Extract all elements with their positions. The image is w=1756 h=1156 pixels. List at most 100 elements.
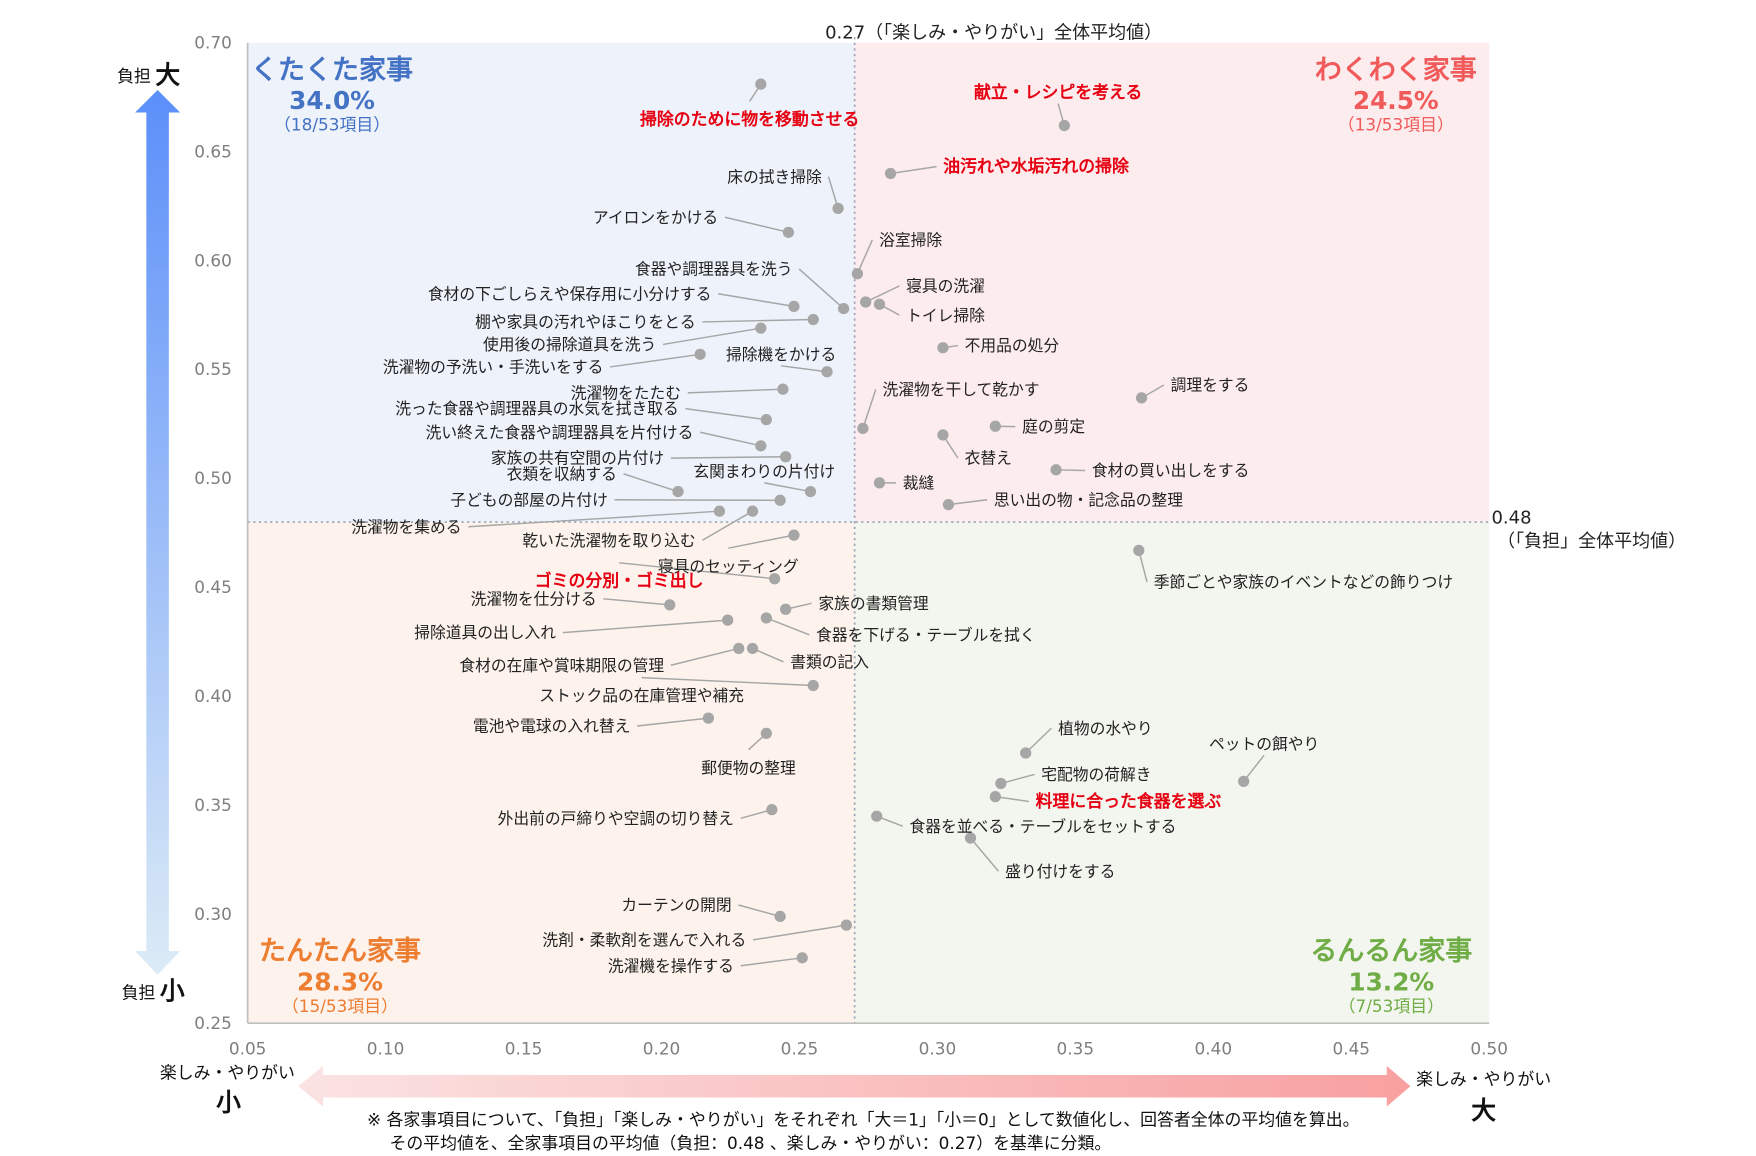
quadrant-kutakuta-name: くたくた家事 — [251, 54, 413, 86]
leader-line — [687, 388, 783, 394]
data-point[interactable] — [664, 599, 676, 611]
data-point[interactable] — [884, 167, 897, 180]
point-label: 食材の買い出しをする — [1092, 461, 1250, 480]
data-point[interactable] — [672, 485, 684, 498]
data-point[interactable] — [702, 712, 715, 724]
quadrant-backgrounds — [247, 42, 1490, 1024]
data-point[interactable] — [840, 919, 852, 931]
data-point[interactable] — [989, 420, 1001, 432]
data-point[interactable] — [796, 952, 808, 964]
data-point[interactable] — [768, 573, 781, 585]
data-point[interactable] — [774, 494, 786, 506]
point-label: 盛り付けをする — [1005, 862, 1115, 881]
footnote-line-1: ※ 各家事項目について、「負担」「楽しみ・やりがい」をそれぞれ「大＝1」「小＝0… — [367, 1110, 1360, 1130]
highlighted-point-label: 掃除のために物を移動させる — [640, 109, 859, 129]
data-point[interactable] — [760, 612, 772, 624]
leader-line — [562, 619, 728, 634]
data-point[interactable] — [807, 679, 819, 692]
point-label: 書類の記入 — [790, 652, 869, 671]
data-point[interactable] — [760, 414, 772, 426]
data-point[interactable] — [760, 727, 772, 740]
point-label: 寝具のセッティング — [658, 557, 799, 576]
point-label: 衣類を収納する — [507, 465, 617, 484]
data-point[interactable] — [937, 342, 949, 354]
leader-line — [718, 293, 795, 308]
data-point[interactable] — [788, 529, 800, 541]
leader-line — [670, 647, 739, 666]
point-label: 玄関まわりの片付け — [693, 462, 835, 481]
point-label: アイロンをかける — [593, 208, 718, 227]
data-point[interactable] — [821, 366, 833, 378]
data-point[interactable] — [860, 296, 872, 308]
data-point[interactable] — [804, 485, 817, 498]
data-point[interactable] — [873, 298, 886, 310]
point-label: 浴室掃除 — [879, 230, 942, 249]
x-axis-label-left: 楽しみ・やりがい — [160, 1062, 295, 1082]
data-point[interactable] — [1058, 119, 1070, 132]
data-point[interactable] — [871, 810, 883, 822]
point-label: 食器を並べる・テーブルをセットする — [910, 817, 1177, 836]
point-label: 季節ごとや家族のイベントなどの飾りつけ — [1154, 573, 1453, 592]
x-average-label: 0.27（「楽しみ・やりがい」全体平均値） — [825, 22, 1162, 43]
data-point[interactable] — [774, 910, 786, 923]
quadrant-wakuwaku-bg — [854, 42, 1490, 523]
y-tick-label: 0.65 — [194, 141, 232, 161]
point-label: 食材の在庫や賞味期限の管理 — [459, 656, 664, 675]
data-point[interactable] — [857, 422, 869, 435]
point-label: 庭の剪定 — [1022, 417, 1085, 436]
data-point[interactable] — [1238, 775, 1250, 787]
quadrant-tantan-name: たんたん家事 — [259, 935, 421, 967]
point-label: 使用後の掃除道具を洗う — [483, 335, 656, 354]
data-point[interactable] — [942, 499, 955, 511]
data-point[interactable] — [746, 642, 759, 655]
y-tick-label: 0.45 — [194, 577, 232, 597]
data-point[interactable] — [807, 313, 819, 326]
data-point[interactable] — [755, 78, 767, 90]
data-point[interactable] — [722, 614, 734, 626]
data-point[interactable] — [964, 832, 977, 844]
y-average-label: （「負担」全体平均値） — [1497, 531, 1686, 552]
quadrant-wakuwaku-percent: 24.5% — [1353, 86, 1439, 115]
data-point[interactable] — [837, 302, 850, 315]
data-point[interactable] — [766, 804, 778, 816]
point-label: 思い出の物・記念品の整理 — [994, 490, 1183, 509]
data-point[interactable] — [1020, 747, 1032, 759]
data-point[interactable] — [746, 505, 759, 517]
data-point[interactable] — [1050, 464, 1062, 476]
data-point[interactable] — [873, 477, 886, 489]
data-point[interactable] — [937, 429, 949, 441]
x-tick-label: 0.40 — [1195, 1039, 1233, 1059]
point-label: 家族の共有空間の片付け — [491, 449, 664, 468]
burden-arrow — [135, 90, 181, 975]
leader-line — [603, 598, 670, 606]
data-point[interactable] — [995, 777, 1007, 790]
leader-line — [764, 482, 811, 493]
leader-line — [699, 431, 761, 447]
data-point[interactable] — [1133, 544, 1145, 557]
data-point[interactable] — [780, 603, 792, 615]
data-point[interactable] — [694, 348, 706, 360]
point-label: 洗い終えた食器や調理器具を片付ける — [426, 423, 694, 442]
data-point[interactable] — [777, 383, 789, 395]
highlighted-point-label: 料理に合った食器を選ぶ — [1036, 791, 1222, 811]
data-point[interactable] — [780, 451, 792, 463]
data-point[interactable] — [733, 642, 745, 655]
y-tick-label: 0.30 — [194, 904, 232, 924]
data-point[interactable] — [755, 322, 767, 334]
quadrant-runrun-count: （7/53項目） — [1339, 996, 1444, 1016]
data-point[interactable] — [851, 268, 864, 280]
data-point[interactable] — [755, 440, 767, 452]
data-point[interactable] — [1135, 392, 1148, 404]
leader-line — [890, 165, 937, 175]
point-label: 電池や電球の入れ替え — [473, 717, 631, 736]
data-point[interactable] — [713, 505, 726, 517]
x-axis-right-value: 大 — [1471, 1096, 1496, 1125]
leader-line — [969, 837, 1000, 872]
data-point[interactable] — [782, 226, 795, 238]
y-axis-top-value: 大 — [155, 60, 180, 89]
data-point[interactable] — [788, 300, 800, 313]
data-point[interactable] — [989, 790, 1001, 803]
leader-line — [1025, 727, 1052, 754]
data-point[interactable] — [832, 202, 844, 214]
